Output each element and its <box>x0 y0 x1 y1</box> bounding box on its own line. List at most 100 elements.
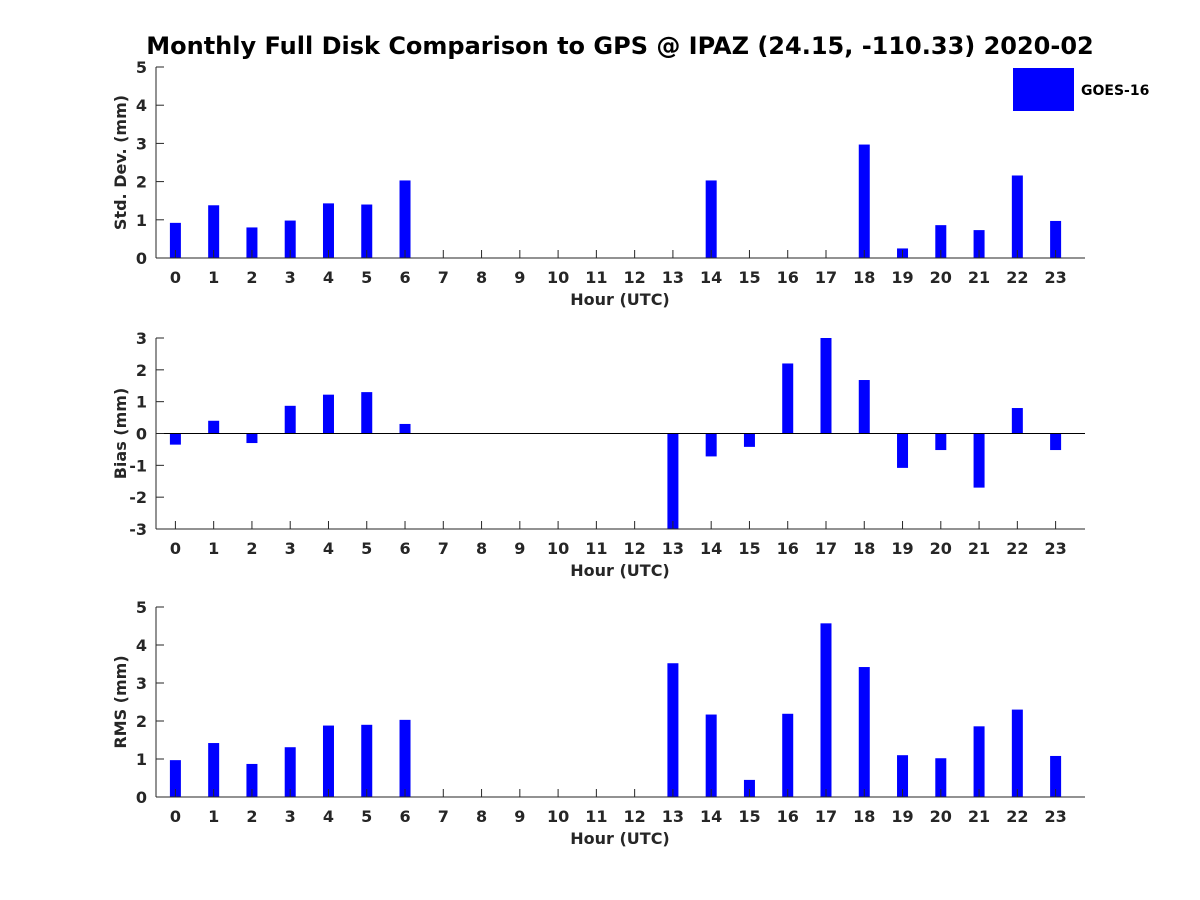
bar <box>399 719 411 797</box>
x-tick-label: 5 <box>361 268 372 287</box>
x-tick-label: 23 <box>1044 268 1066 287</box>
bar <box>208 420 220 434</box>
x-tick-label: 16 <box>777 268 799 287</box>
x-tick-label: 16 <box>777 539 799 558</box>
bar <box>705 433 717 457</box>
x-tick-label: 8 <box>476 539 487 558</box>
x-tick-label: 13 <box>662 807 684 826</box>
y-tick-label: 1 <box>136 211 147 230</box>
x-tick-label: 3 <box>285 807 296 826</box>
x-tick-label: 5 <box>361 539 372 558</box>
x-tick-label: 12 <box>624 539 646 558</box>
bar <box>667 433 679 529</box>
bar <box>322 725 334 797</box>
x-tick-label: 8 <box>476 807 487 826</box>
bar <box>399 180 411 258</box>
bar <box>973 433 985 488</box>
x-axis-label: Hour (UTC) <box>570 829 670 848</box>
x-tick-label: 14 <box>700 268 722 287</box>
x-tick-label: 11 <box>585 807 607 826</box>
y-axis-label: Std. Dev. (mm) <box>111 95 130 230</box>
bar <box>1050 220 1062 258</box>
x-tick-label: 20 <box>930 539 952 558</box>
bar <box>935 433 947 451</box>
x-tick-label: 20 <box>930 807 952 826</box>
x-tick-label: 11 <box>585 268 607 287</box>
bar <box>743 779 755 797</box>
bar <box>1050 755 1062 797</box>
bar <box>858 667 870 797</box>
bar <box>169 760 181 797</box>
x-tick-label: 13 <box>662 268 684 287</box>
bar <box>361 724 373 797</box>
x-tick-label: 14 <box>700 807 722 826</box>
x-tick-label: 7 <box>438 268 449 287</box>
x-tick-label: 23 <box>1044 539 1066 558</box>
x-tick-label: 19 <box>891 268 913 287</box>
y-tick-label: 1 <box>136 393 147 412</box>
x-tick-label: 9 <box>514 268 525 287</box>
bar <box>361 392 373 434</box>
bar <box>973 230 985 258</box>
x-tick-label: 3 <box>285 268 296 287</box>
x-tick-label: 12 <box>624 268 646 287</box>
bar <box>743 433 755 447</box>
x-tick-label: 14 <box>700 539 722 558</box>
x-tick-label: 15 <box>738 268 760 287</box>
bar <box>935 758 947 797</box>
y-tick-label: 0 <box>136 249 147 268</box>
y-tick-label: 5 <box>136 598 147 617</box>
bar <box>246 227 258 258</box>
y-axis-label: Bias (mm) <box>111 388 130 480</box>
x-tick-label: 7 <box>438 539 449 558</box>
x-tick-label: 9 <box>514 807 525 826</box>
bar <box>361 204 373 258</box>
x-tick-label: 21 <box>968 268 990 287</box>
bar <box>1011 175 1023 258</box>
bar <box>858 144 870 258</box>
x-tick-label: 17 <box>815 807 837 826</box>
x-tick-label: 2 <box>246 268 257 287</box>
y-tick-label: 5 <box>136 58 147 77</box>
bar <box>284 405 296 434</box>
x-tick-label: 19 <box>891 807 913 826</box>
bar <box>782 363 794 434</box>
x-tick-label: 17 <box>815 268 837 287</box>
y-tick-label: -3 <box>129 520 147 539</box>
x-tick-label: 10 <box>547 268 569 287</box>
bar <box>820 623 832 797</box>
x-tick-label: 18 <box>853 268 875 287</box>
x-tick-label: 17 <box>815 539 837 558</box>
bar <box>284 747 296 797</box>
x-tick-label: 4 <box>323 807 334 826</box>
bar <box>705 714 717 797</box>
figure-title: Monthly Full Disk Comparison to GPS @ IP… <box>146 32 1094 60</box>
bar <box>705 180 717 258</box>
bar <box>399 423 411 434</box>
bar <box>858 380 870 434</box>
x-tick-label: 4 <box>323 268 334 287</box>
x-tick-label: 22 <box>1006 807 1028 826</box>
bar <box>1050 433 1062 451</box>
bar <box>169 433 181 445</box>
y-axis-label: RMS (mm) <box>111 655 130 748</box>
bar <box>322 394 334 434</box>
y-tick-label: 2 <box>136 712 147 731</box>
bar <box>246 763 258 797</box>
y-tick-label: 4 <box>136 96 147 115</box>
x-tick-label: 16 <box>777 807 799 826</box>
legend-swatch <box>1013 68 1074 111</box>
x-tick-label: 13 <box>662 539 684 558</box>
x-tick-label: 8 <box>476 268 487 287</box>
x-tick-label: 10 <box>547 539 569 558</box>
x-tick-label: 2 <box>246 539 257 558</box>
bar <box>169 222 181 258</box>
x-tick-label: 5 <box>361 807 372 826</box>
bar <box>897 433 909 468</box>
x-tick-label: 18 <box>853 539 875 558</box>
y-tick-label: 0 <box>136 788 147 807</box>
